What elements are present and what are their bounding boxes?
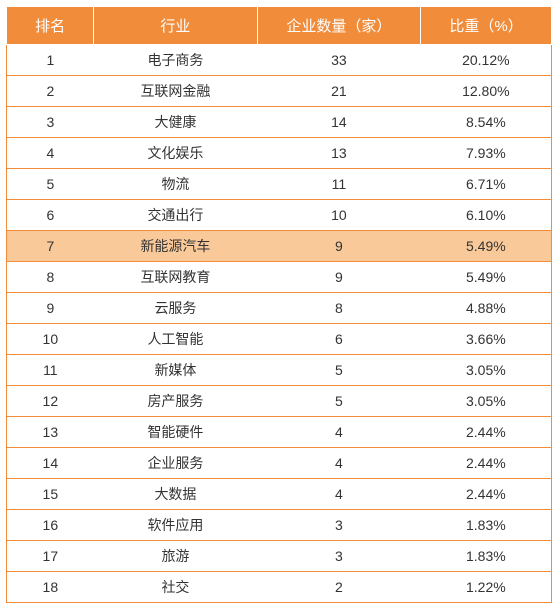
cell-rank: 6 [7,200,94,231]
cell-count: 3 [257,541,421,572]
cell-percent: 20.12% [421,45,552,76]
cell-percent: 12.80% [421,76,552,107]
cell-percent: 7.93% [421,138,552,169]
table-row: 7新能源汽车95.49% [7,231,552,262]
table-row: 1电子商务3320.12% [7,45,552,76]
cell-rank: 13 [7,417,94,448]
cell-percent: 1.83% [421,510,552,541]
col-header-percent: 比重（%） [421,7,552,45]
cell-industry: 物流 [94,169,258,200]
cell-count: 9 [257,262,421,293]
cell-count: 21 [257,76,421,107]
table-row: 13智能硬件42.44% [7,417,552,448]
cell-rank: 18 [7,572,94,603]
table-row: 14企业服务42.44% [7,448,552,479]
cell-rank: 8 [7,262,94,293]
cell-industry: 云服务 [94,293,258,324]
cell-rank: 5 [7,169,94,200]
cell-count: 2 [257,572,421,603]
cell-rank: 3 [7,107,94,138]
cell-industry: 大健康 [94,107,258,138]
cell-count: 6 [257,324,421,355]
cell-industry: 新媒体 [94,355,258,386]
table-header-row: 排名 行业 企业数量（家） 比重（%） [7,7,552,45]
cell-count: 5 [257,355,421,386]
cell-industry: 软件应用 [94,510,258,541]
cell-rank: 14 [7,448,94,479]
cell-industry: 企业服务 [94,448,258,479]
table-row: 18社交21.22% [7,572,552,603]
table-row: 5物流116.71% [7,169,552,200]
cell-percent: 4.88% [421,293,552,324]
cell-count: 14 [257,107,421,138]
cell-rank: 11 [7,355,94,386]
cell-count: 11 [257,169,421,200]
cell-industry: 交通出行 [94,200,258,231]
cell-count: 13 [257,138,421,169]
cell-industry: 互联网教育 [94,262,258,293]
cell-percent: 2.44% [421,479,552,510]
cell-percent: 1.22% [421,572,552,603]
cell-industry: 大数据 [94,479,258,510]
cell-rank: 2 [7,76,94,107]
cell-rank: 7 [7,231,94,262]
cell-count: 5 [257,386,421,417]
col-header-industry: 行业 [94,7,258,45]
cell-industry: 文化娱乐 [94,138,258,169]
cell-rank: 10 [7,324,94,355]
cell-industry: 社交 [94,572,258,603]
cell-count: 8 [257,293,421,324]
table-row: 12房产服务53.05% [7,386,552,417]
table-row: 10人工智能63.66% [7,324,552,355]
table-row: 17旅游31.83% [7,541,552,572]
cell-industry: 智能硬件 [94,417,258,448]
cell-percent: 5.49% [421,262,552,293]
cell-percent: 3.66% [421,324,552,355]
cell-percent: 2.44% [421,448,552,479]
table-row: 15大数据42.44% [7,479,552,510]
cell-percent: 1.83% [421,541,552,572]
cell-count: 33 [257,45,421,76]
cell-percent: 5.49% [421,231,552,262]
table-row: 6交通出行106.10% [7,200,552,231]
cell-rank: 12 [7,386,94,417]
col-header-rank: 排名 [7,7,94,45]
cell-count: 9 [257,231,421,262]
cell-rank: 15 [7,479,94,510]
cell-industry: 人工智能 [94,324,258,355]
table-row: 8互联网教育95.49% [7,262,552,293]
cell-count: 4 [257,448,421,479]
cell-percent: 3.05% [421,355,552,386]
cell-industry: 房产服务 [94,386,258,417]
cell-percent: 8.54% [421,107,552,138]
cell-percent: 3.05% [421,386,552,417]
cell-count: 4 [257,479,421,510]
cell-rank: 17 [7,541,94,572]
cell-rank: 16 [7,510,94,541]
cell-count: 3 [257,510,421,541]
table-row: 16软件应用31.83% [7,510,552,541]
cell-count: 4 [257,417,421,448]
cell-rank: 9 [7,293,94,324]
cell-percent: 6.10% [421,200,552,231]
table-row: 9云服务84.88% [7,293,552,324]
industry-ranking-table: 排名 行业 企业数量（家） 比重（%） 1电子商务3320.12%2互联网金融2… [6,6,552,603]
table-row: 11新媒体53.05% [7,355,552,386]
cell-percent: 6.71% [421,169,552,200]
table-row: 3大健康148.54% [7,107,552,138]
col-header-count: 企业数量（家） [257,7,421,45]
cell-industry: 旅游 [94,541,258,572]
table-row: 2互联网金融2112.80% [7,76,552,107]
cell-count: 10 [257,200,421,231]
cell-rank: 1 [7,45,94,76]
table-row: 4文化娱乐137.93% [7,138,552,169]
cell-industry: 电子商务 [94,45,258,76]
cell-industry: 新能源汽车 [94,231,258,262]
cell-rank: 4 [7,138,94,169]
cell-industry: 互联网金融 [94,76,258,107]
cell-percent: 2.44% [421,417,552,448]
